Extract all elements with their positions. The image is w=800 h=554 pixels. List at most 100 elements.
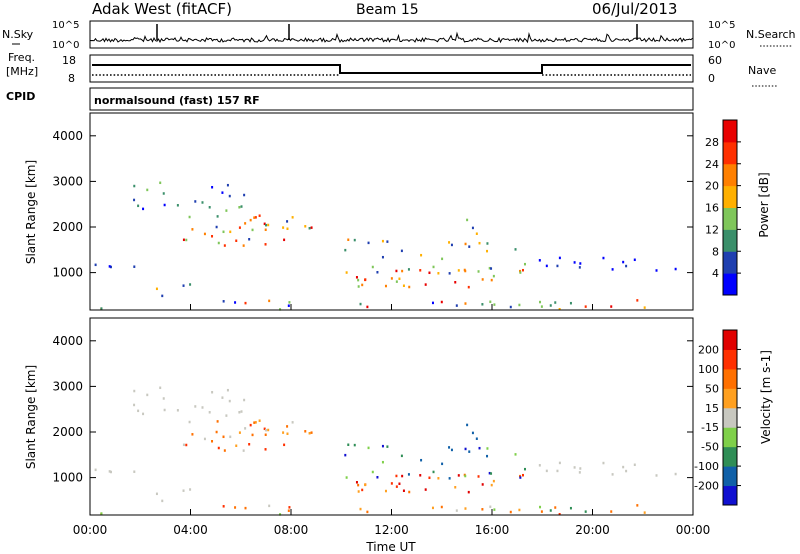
velocity-cell [146,393,149,397]
power-cell [610,305,613,308]
frequency-panel-frame [89,54,694,83]
velocity-cell [282,431,285,434]
power-cell [240,205,243,208]
power-cell [440,300,443,304]
velocity-cell [182,489,185,492]
power-cell [384,284,387,288]
velocity-cell [248,443,251,446]
power-cell [428,271,431,275]
velocity-cell [304,430,307,433]
velocity-colorbar-segment [723,407,737,428]
velocity-cell [475,437,478,440]
power-cell [441,257,444,261]
velocity-cell [240,410,243,413]
velocity-cell [108,470,111,473]
station-title: Adak West (fitACF) [92,0,232,18]
power-cell [109,265,112,269]
velocity-cell [310,431,313,434]
velocity-cell [225,414,228,417]
power-cell [268,299,271,303]
velocity-cell [229,435,232,439]
power-cell [578,266,581,269]
power-cell [304,225,307,228]
power-colorbar-segment [723,163,737,187]
velocity-cell [279,513,282,516]
power-colorbar-segment [723,273,737,296]
velocity-cell [468,450,471,453]
velocity-cell [519,476,522,479]
velocity-cell [215,430,218,434]
velocity-cell [633,463,636,467]
power-cell [655,269,658,272]
power-cell [267,223,270,227]
power-cell [448,272,451,275]
power-colorbar-tick-label: 20 [705,180,719,193]
power-cell [466,218,469,222]
velocity-cell [287,509,290,512]
velocity-cell [464,507,467,510]
power-cell [518,303,521,307]
velocity-cell [428,476,431,480]
power-cell [211,185,214,189]
power-cell [545,264,548,268]
freq-tick-top: 18 [62,54,76,67]
velocity-colorbar-segment [723,485,737,506]
velocity-cell [194,405,197,408]
power-cell [457,269,460,272]
velocity-cell [490,472,493,475]
power-cell [228,194,231,198]
power-colorbar-segment [723,141,737,165]
power-y-tick-label: 1000 [52,266,83,280]
velocity-colorbar-segment [723,368,737,389]
power-cell [602,256,605,260]
power-cell [643,306,646,309]
velocity-colorbar-tick-label: 100 [698,363,719,376]
velocity-cell [364,483,367,487]
power-cell [286,227,289,231]
velocity-cell [489,505,492,509]
velocity-cell [176,409,179,412]
power-y-tick-label: 3000 [52,174,83,188]
velocity-cell [361,488,364,492]
power-cell [217,241,220,245]
power-cell [489,300,492,304]
noise-right-label: N.Search [746,28,796,41]
power-cell [258,214,261,217]
power-colorbar-segment [723,251,737,274]
power-cell [519,271,522,274]
velocity-cell [381,460,384,464]
velocity-cell [481,483,484,486]
power-cell [431,301,434,305]
velocity-cell [249,423,252,427]
power-cell [408,285,411,289]
power-cell [108,265,111,268]
velocity-cell [208,411,211,414]
power-cell [402,284,405,288]
power-cell [455,304,458,307]
velocity-cell [366,510,369,514]
power-cell [249,218,252,222]
frequency-panel: Freq. [MHz] 18 8 60 0 Nave [6,51,778,87]
velocity-cell [291,421,294,424]
power-cell [188,215,191,219]
velocity-cell [268,504,271,508]
power-cell [450,243,453,247]
velocity-cell [244,506,247,510]
power-colorbar-segment [723,207,737,230]
power-cell [420,253,423,257]
velocity-cell [288,506,291,509]
velocity-cell [518,508,521,512]
velocity-cell [625,469,628,473]
noise-left-tick-bottom: 10^0 [52,40,79,51]
power-cell [366,305,369,309]
power-cell [288,301,291,304]
power-colorbar-tick-label: 12 [705,223,719,236]
power-colorbar-segment [723,185,737,208]
noise-right-tick-top: 10^5 [708,20,735,31]
power-cell [353,238,356,242]
power-cell [201,201,204,204]
power-y-tick-label: 2000 [52,220,83,234]
velocity-cell [401,474,404,478]
time-x-ticks: 00:00 04:00 08:00 12:00 16:00 20:00 00:00 [73,304,710,537]
